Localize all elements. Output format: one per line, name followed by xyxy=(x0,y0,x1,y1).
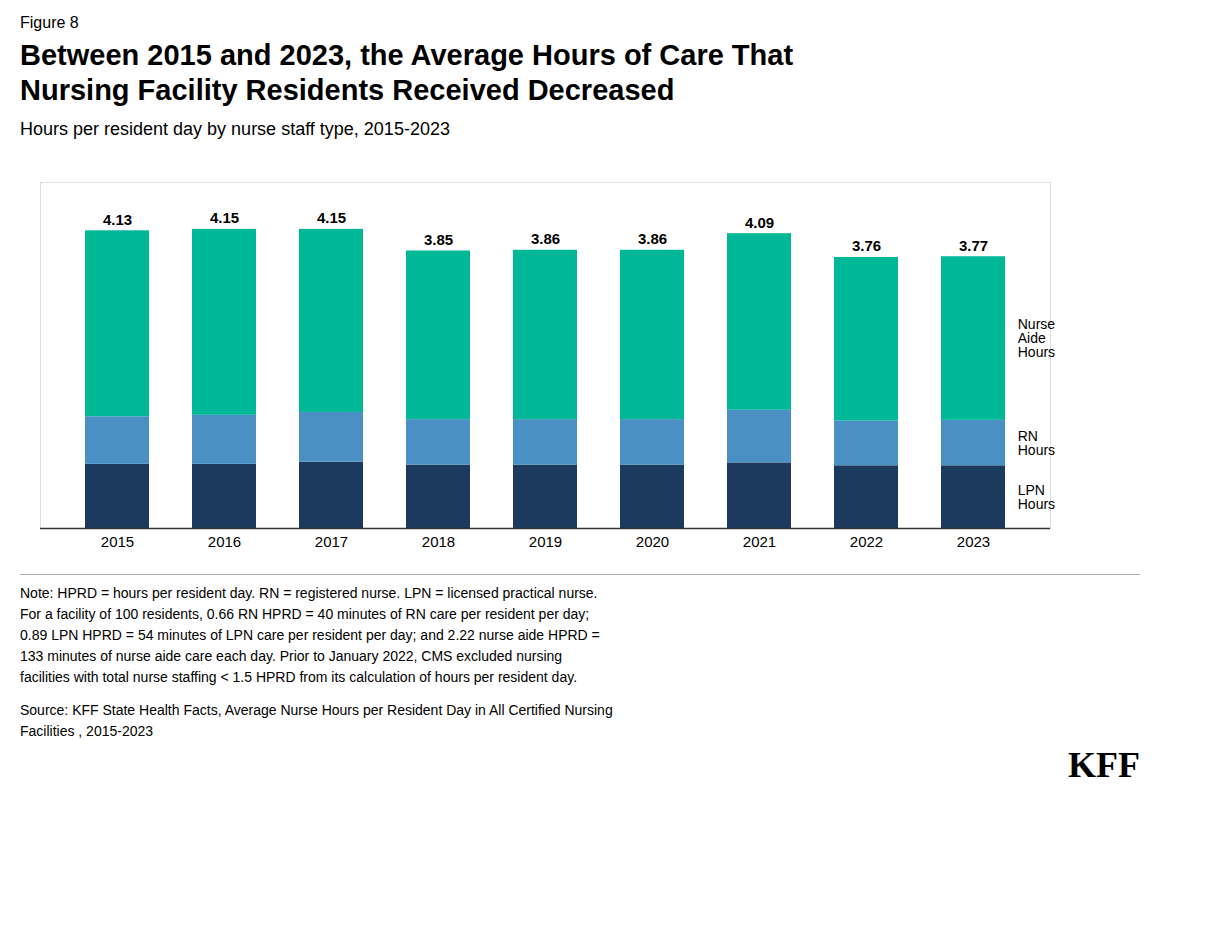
html-text:Between 2015 and 2023, the Ave: Between 2015 and 2023, the Average Hours… xyxy=(20,39,794,107)
svg-text:4.13: 4.13 xyxy=(103,211,132,228)
html-text:KFF: KFF xyxy=(1068,744,1140,785)
svg-text:3.77: 3.77 xyxy=(959,236,988,253)
svg-text:2023: 2023 xyxy=(957,533,990,550)
svg-text:4.09: 4.09 xyxy=(745,213,774,230)
svg-text:2019: 2019 xyxy=(529,533,562,550)
html-text:Figure 8: Figure 8 xyxy=(20,14,79,31)
svg-text:2017: 2017 xyxy=(315,533,348,550)
html-text:Source: KFF State Health Facts: Source: KFF State Health Facts, Average … xyxy=(20,701,613,739)
svg-text:2021: 2021 xyxy=(743,533,776,550)
svg-text:NurseAideHours: NurseAideHours xyxy=(1018,316,1056,360)
html-text:Hours per resident day by nurs: Hours per resident day by nurse staff ty… xyxy=(20,118,450,139)
svg-text:3.85: 3.85 xyxy=(424,231,453,248)
svg-text:3.76: 3.76 xyxy=(852,237,881,254)
svg-text:LPNHours: LPNHours xyxy=(1018,481,1055,511)
svg-text:4.15: 4.15 xyxy=(317,209,346,226)
svg-text:2015: 2015 xyxy=(101,533,134,550)
svg-text:2018: 2018 xyxy=(422,533,455,550)
svg-text:3.86: 3.86 xyxy=(531,230,560,247)
svg-text:2022: 2022 xyxy=(850,533,883,550)
html-text:Note: HPRD = hours per residen: Note: HPRD = hours per resident day. RN … xyxy=(20,584,600,685)
svg-text:4.15: 4.15 xyxy=(210,209,239,226)
svg-text:2016: 2016 xyxy=(208,533,241,550)
svg-text:RNHours: RNHours xyxy=(1018,427,1055,457)
svg-text:3.86: 3.86 xyxy=(638,230,667,247)
svg-text:2020: 2020 xyxy=(636,533,669,550)
